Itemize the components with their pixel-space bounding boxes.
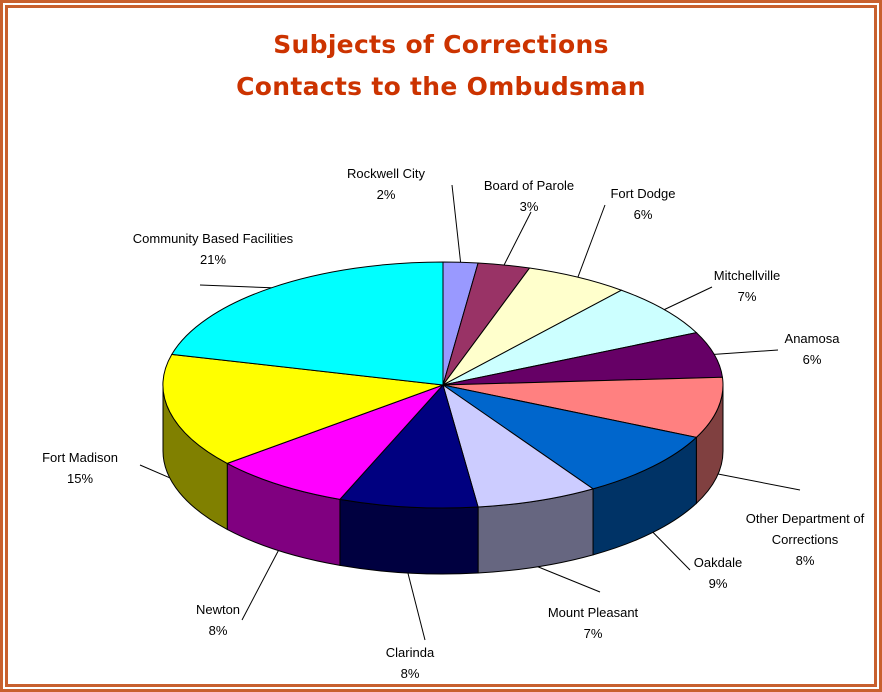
slice: [338, 383, 479, 509]
label-percent: 15%: [66, 471, 94, 486]
leader-line: [199, 284, 272, 289]
slice: [170, 261, 444, 386]
slice: [162, 353, 444, 464]
label-percent: 8%: [795, 553, 815, 568]
leader-line: [407, 572, 426, 641]
label-percent: 2%: [376, 187, 396, 202]
label-percent: 9%: [708, 576, 728, 591]
label-name: Newton: [195, 602, 241, 617]
slice: [442, 383, 595, 508]
leader-line: [577, 204, 606, 278]
slice-side: [339, 498, 479, 575]
leader-line: [503, 211, 532, 266]
slice: [442, 376, 724, 438]
data-label: Fort Madison 15%: [25, 447, 135, 489]
data-label: Fort Dodge 6%: [588, 183, 698, 225]
label-percent: 21%: [199, 252, 227, 267]
data-label: Newton 8%: [178, 599, 258, 641]
label-name: Anamosa: [784, 331, 840, 346]
data-label: Board of Parole 3%: [469, 175, 589, 217]
chart-title: Contacts to the Ombudsman: [236, 72, 646, 101]
data-label: Oakdale 9%: [678, 552, 758, 594]
data-label: Clarinda 8%: [360, 642, 460, 684]
leader-line: [714, 349, 779, 355]
label-percent: 8%: [400, 666, 420, 681]
label-percent: 6%: [802, 352, 822, 367]
data-label: Mitchellville 7%: [692, 265, 802, 307]
leader-line: [717, 473, 801, 491]
data-label: Anamosa 6%: [772, 328, 852, 370]
chart-title: Subjects of Corrections: [273, 30, 609, 59]
slice: [226, 384, 444, 500]
data-label: Community Based Facilities 21%: [98, 228, 328, 270]
leader-line: [451, 184, 462, 263]
label-name: Mitchellville: [713, 268, 781, 283]
data-label: Rockwell City 2%: [326, 163, 446, 205]
data-label: Other Department of Corrections 8%: [730, 508, 874, 571]
label-percent: 7%: [737, 289, 757, 304]
slice: [442, 289, 698, 386]
label-name: Rockwell City: [346, 166, 425, 181]
label-percent: 6%: [633, 207, 653, 222]
leader-line: [537, 566, 601, 593]
label-name: Fort Dodge: [610, 186, 676, 201]
label-percent: 3%: [519, 199, 539, 214]
label-name: Mount Pleasant: [547, 605, 639, 620]
label-name: Fort Madison: [42, 450, 118, 465]
label-percent: 7%: [583, 626, 603, 641]
label-name: Clarinda: [385, 645, 435, 660]
leader-line: [241, 550, 279, 621]
label-name: Community Based Facilities: [132, 231, 294, 246]
slice: [442, 384, 698, 490]
leader-line: [652, 531, 691, 571]
label-percent: 8%: [208, 623, 228, 638]
data-label: Mount Pleasant 7%: [533, 602, 653, 644]
label-name: Oakdale: [693, 555, 743, 570]
label-name: Board of Parole: [483, 178, 575, 193]
leader-line: [664, 286, 713, 311]
leader-line: [139, 464, 170, 479]
label-name: Other Department of Corrections: [745, 511, 865, 547]
